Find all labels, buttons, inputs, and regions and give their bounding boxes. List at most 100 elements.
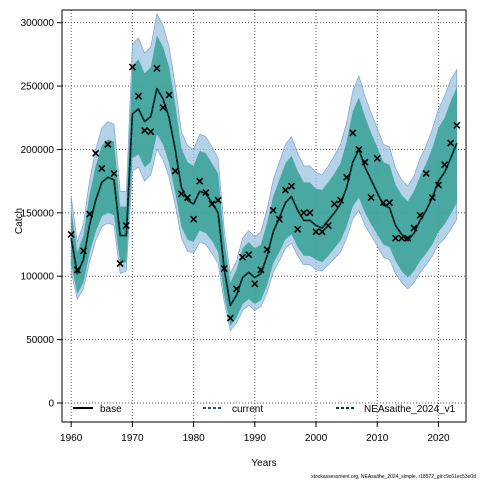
- observed-point-stroke: [447, 139, 455, 147]
- observed-point-stroke: [159, 104, 167, 112]
- observed-point: [220, 265, 228, 273]
- legend: base current NEAsaithe_2024_v1: [73, 404, 456, 415]
- observed-point-stroke: [147, 128, 155, 136]
- observed-point: [336, 196, 345, 204]
- observed-point: [92, 149, 100, 157]
- observed-point: [312, 228, 320, 236]
- observed-point-stroke: [422, 169, 430, 178]
- observed-point-stroke: [355, 145, 363, 154]
- observed-point: [171, 167, 179, 175]
- x-tick-label: 1960: [60, 433, 83, 444]
- observed-point: [349, 129, 357, 137]
- plot-frame: [61, 9, 467, 423]
- observed-point-stroke: [385, 199, 394, 207]
- observed-point: [159, 104, 167, 112]
- x-axis-title: Years: [251, 458, 276, 469]
- observed-point: [410, 224, 418, 232]
- observed-point-stroke: [336, 196, 345, 204]
- observed-point: [300, 209, 308, 217]
- observed-point-stroke: [202, 188, 210, 197]
- observed-point-stroke: [330, 200, 338, 208]
- legend-label-base: base: [100, 404, 122, 415]
- observed-point: [287, 182, 296, 190]
- observed-point: [275, 215, 283, 223]
- observed-point-stroke: [343, 173, 351, 181]
- observed-point-stroke: [183, 194, 192, 202]
- y-tick-label: 150000: [21, 208, 55, 219]
- observed-point: [177, 190, 185, 198]
- observed-point-stroke: [428, 194, 436, 202]
- observed-point-stroke: [294, 225, 302, 233]
- observed-point: [257, 266, 265, 274]
- observed-point-stroke: [361, 158, 369, 166]
- observed-point-stroke: [128, 63, 136, 71]
- observed-point-stroke: [73, 266, 81, 274]
- observed-point: [196, 177, 204, 185]
- observed-point-stroke: [404, 234, 412, 242]
- observed-point-stroke: [85, 210, 94, 218]
- x-tick-label: 1990: [244, 433, 267, 444]
- y-axis-title: Catch: [14, 208, 25, 234]
- observed-point-stroke: [110, 169, 118, 178]
- observed-point-stroke: [245, 251, 253, 259]
- observed-point: [373, 154, 381, 162]
- observed-point: [190, 215, 198, 223]
- observed-point-stroke: [312, 228, 320, 236]
- observed-point-stroke: [398, 234, 406, 242]
- observed-point: [324, 221, 332, 230]
- series-lines: [70, 87, 458, 307]
- observed-point-stroke: [287, 182, 296, 190]
- observed-point-stroke: [367, 194, 375, 202]
- observed-point-stroke: [269, 206, 277, 214]
- observed-point-stroke: [177, 190, 185, 198]
- observed-point-stroke: [214, 196, 222, 204]
- observed-point-stroke: [92, 149, 100, 157]
- observed-point-stroke: [141, 126, 149, 134]
- series-line-neasaithe-2024-v1: [70, 87, 458, 307]
- observed-point-stroke: [171, 167, 179, 175]
- observed-point-stroke: [104, 140, 112, 148]
- observed-point-stroke: [196, 177, 204, 185]
- observed-point-stroke: [239, 253, 247, 261]
- observed-point: [67, 230, 75, 238]
- observed-point: [330, 200, 338, 208]
- x-tick-label: 1980: [182, 433, 205, 444]
- observed-point: [441, 161, 449, 169]
- observed-point-stroke: [453, 121, 461, 129]
- observed-point-stroke: [251, 280, 259, 288]
- observed-point: [367, 194, 375, 202]
- observed-point: [294, 225, 302, 233]
- observed-point-stroke: [153, 64, 161, 72]
- x-tick-label: 2000: [305, 433, 328, 444]
- observed-point: [232, 285, 241, 293]
- observed-point-stroke: [416, 211, 424, 219]
- x-tick-label: 2020: [427, 433, 450, 444]
- inner-confidence-band: [71, 35, 457, 326]
- observed-point: [85, 210, 94, 218]
- x-tick-label: 1970: [121, 433, 144, 444]
- y-tick-label: 300000: [21, 18, 55, 29]
- observed-point-stroke: [281, 186, 289, 194]
- observed-point: [239, 253, 247, 261]
- observed-point-stroke: [324, 221, 332, 230]
- observed-point-stroke: [98, 164, 106, 173]
- x-tick-label: 2010: [366, 433, 389, 444]
- observed-point: [141, 126, 149, 134]
- y-tick-label: 50000: [26, 335, 54, 346]
- observed-point: [263, 246, 271, 254]
- observed-point-stroke: [275, 215, 283, 223]
- observed-point-stroke: [232, 285, 241, 293]
- observed-point: [251, 280, 259, 288]
- observed-point: [392, 234, 400, 242]
- legend-label-current: current: [232, 404, 263, 415]
- observed-point: [153, 64, 161, 72]
- observed-point: [422, 169, 430, 178]
- observed-point: [226, 314, 234, 322]
- observed-point-stroke: [300, 209, 308, 217]
- observed-point: [453, 121, 461, 129]
- observed-point: [318, 228, 326, 236]
- observed-point: [165, 91, 173, 99]
- y-tick-label: 200000: [21, 145, 55, 156]
- observed-point-stroke: [67, 230, 75, 238]
- observed-point: [183, 194, 192, 202]
